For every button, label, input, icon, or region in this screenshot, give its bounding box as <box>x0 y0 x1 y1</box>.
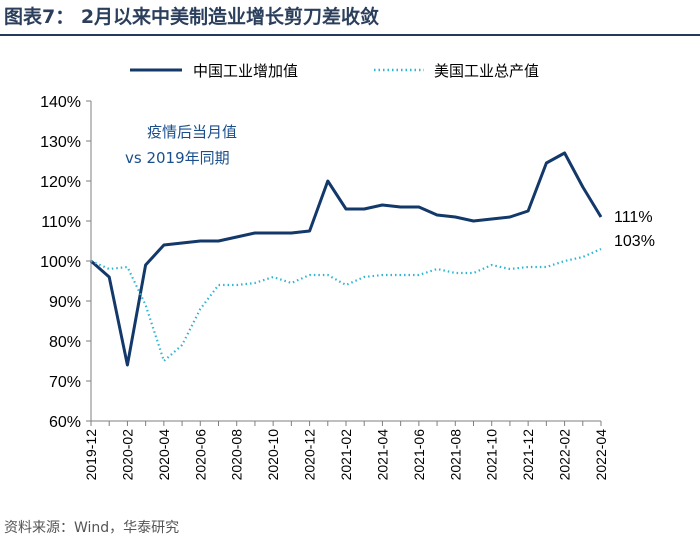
series-line-us <box>90 247 602 363</box>
series-line-china <box>90 151 603 367</box>
x-tick-label: 2020-12 <box>302 429 318 481</box>
legend: 中国工业增加值 美国工业总产值 <box>130 62 539 80</box>
annotation-line-2: vs 2019年同期 <box>125 149 230 167</box>
legend-label-us: 美国工业总产值 <box>434 62 539 80</box>
y-tick-label: 90% <box>49 294 81 311</box>
plot-area <box>90 151 603 367</box>
x-tick-label: 2019-12 <box>83 429 99 481</box>
y-tick-label: 110% <box>41 214 81 231</box>
x-axis: 2019-12 2020-02 2020-04 2020-06 2020-08 2020-… <box>83 420 609 481</box>
y-tick-label: 60% <box>49 414 81 431</box>
y-tick-label: 70% <box>49 374 81 391</box>
end-labels: 111% 103% <box>614 209 655 250</box>
x-tick-label: 2020-06 <box>192 429 208 481</box>
x-tick-label: 2020-02 <box>119 429 135 481</box>
legend-label-china: 中国工业增加值 <box>193 62 298 80</box>
x-tick-label: 2021-06 <box>411 429 427 481</box>
title-rule <box>0 34 700 36</box>
x-tick-label: 2021-12 <box>520 429 536 481</box>
x-tick-label: 2020-08 <box>229 429 245 481</box>
x-tick-label: 2020-10 <box>265 429 281 481</box>
y-tick-label: 120% <box>40 174 81 191</box>
y-tick-label: 130% <box>40 134 81 151</box>
x-tick-label: 2021-08 <box>447 429 463 481</box>
x-tick-label: 2021-02 <box>338 429 354 481</box>
y-tick-label: 100% <box>40 254 81 271</box>
end-label-china: 111% <box>614 209 653 226</box>
end-label-us: 103% <box>614 233 655 250</box>
figure-title: 图表7： 2月以来中美制造业增长剪刀差收敛 <box>4 6 380 28</box>
x-tick-label: 2021-04 <box>374 429 390 481</box>
x-tick-label: 2022-02 <box>557 429 573 481</box>
x-tick-label: 2021-10 <box>484 429 500 481</box>
y-tick-label: 80% <box>49 334 81 351</box>
y-tick-label: 140% <box>40 94 81 111</box>
y-axis: 60% 70% 80% 90% 100% 110% 120% 130% 140% <box>40 94 92 431</box>
annotation-line-1: 疫情后当月值 <box>147 123 237 141</box>
x-tick-label: 2022-04 <box>593 429 609 481</box>
x-tick-label: 2020-04 <box>156 429 172 481</box>
source-note: 资料来源：Wind，华泰研究 <box>4 520 180 536</box>
